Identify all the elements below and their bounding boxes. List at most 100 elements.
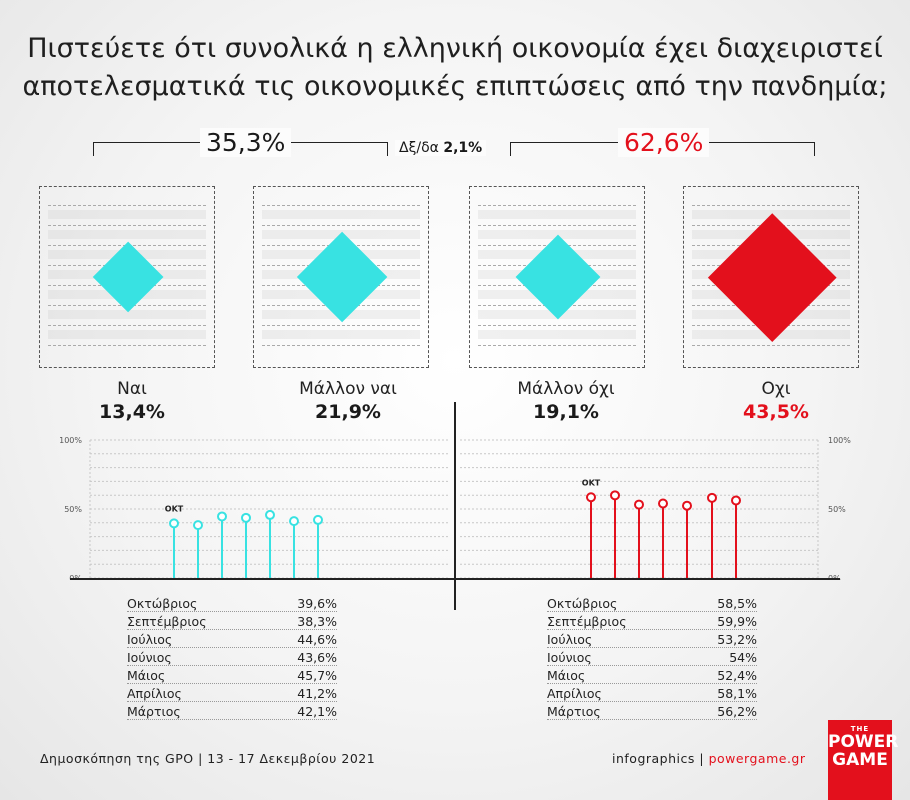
month-value: 44,6% (297, 632, 337, 647)
month-label: Οκτώβριος (547, 596, 617, 611)
category-label: Οχι (676, 379, 876, 399)
month-label: Απρίλιος (127, 686, 182, 701)
month-label: Μάιος (127, 668, 165, 683)
table-row: Ιούλιος 44,6% (127, 630, 337, 648)
table-row: Μάρτιος 56,2% (547, 702, 757, 720)
marker-label: ΟΚΤ (582, 478, 601, 487)
grid-line (692, 345, 850, 346)
month-label: Μάρτιος (127, 704, 181, 719)
month-value: 52,4% (717, 668, 757, 683)
dk-value: 2,1% (443, 140, 482, 156)
table-row: Απρίλιος 41,2% (127, 684, 337, 702)
grid-line (478, 205, 636, 206)
grid-band (478, 330, 636, 339)
grid-band (48, 330, 206, 339)
diamond-box (39, 186, 215, 368)
table-row: Μάιος 52,4% (547, 666, 757, 684)
lollipop-point (314, 516, 322, 524)
lollipop-point (635, 501, 643, 509)
diamond-box (253, 186, 429, 368)
grid-line (48, 225, 206, 226)
month-label: Ιούνιος (127, 650, 172, 665)
title-line-2: αποτελεσματικά τις οικονομικές επιπτώσει… (0, 68, 910, 106)
grid-band (478, 210, 636, 219)
footer-credit: infographics | powergame.gr (612, 751, 806, 766)
grid-line (262, 325, 420, 326)
month-value: 58,5% (717, 596, 757, 611)
month-value: 45,7% (297, 668, 337, 683)
no-monthly-table: Οκτώβριος 58,5% Σεπτέμβριος 59,9% Ιούλιος 53,… (547, 594, 757, 720)
category-label: Μάλλον όχι (466, 379, 666, 399)
category-label: Ναι (32, 379, 232, 399)
table-row: Απρίλιος 58,1% (547, 684, 757, 702)
logo-word-1: POWER (828, 733, 892, 751)
grid-line (48, 325, 206, 326)
category-label: Μάλλον ναι (248, 379, 448, 399)
lollipop-point (266, 511, 274, 519)
grid-band (48, 210, 206, 219)
month-value: 53,2% (717, 632, 757, 647)
credit-site: powergame.gr (709, 751, 806, 766)
month-value: 58,1% (717, 686, 757, 701)
month-label: Μάιος (547, 668, 585, 683)
month-value: 43,6% (297, 650, 337, 665)
lollipop-point (659, 499, 667, 507)
grid-line (478, 345, 636, 346)
category-value: 43,5% (676, 401, 876, 423)
table-row: Μάρτιος 42,1% (127, 702, 337, 720)
lollipop-point (290, 517, 298, 525)
month-label: Ιούνιος (547, 650, 592, 665)
table-row: Οκτώβριος 58,5% (547, 594, 757, 612)
lollipop-point (218, 512, 226, 520)
lollipop-point (611, 491, 619, 499)
title-line-1: Πιστεύετε ότι συνολικά η ελληνική οικονο… (0, 30, 910, 68)
month-value: 59,9% (717, 614, 757, 629)
grid-band (262, 210, 420, 219)
grid-band (262, 330, 420, 339)
power-game-logo: THE POWER GAME (828, 720, 892, 800)
dk-total: Δξ/δα 2,1% (395, 140, 486, 156)
month-value: 38,3% (297, 614, 337, 629)
month-value: 42,1% (297, 704, 337, 719)
lollipop-point (683, 502, 691, 510)
y-tick-label: 50% (64, 505, 82, 514)
grid-line (262, 345, 420, 346)
grid-line (262, 205, 420, 206)
diamond-box (683, 186, 859, 368)
y-tick-label: 100% (59, 436, 82, 445)
month-label: Μάρτιος (547, 704, 601, 719)
yes-monthly-table: Οκτώβριος 39,6% Σεπτέμβριος 38,3% Ιούλιος 44,… (127, 594, 337, 720)
grid-line (478, 325, 636, 326)
chart-title: Πιστεύετε ότι συνολικά η ελληνική οικονο… (0, 30, 910, 106)
credit-prefix: infographics | (612, 751, 709, 766)
table-row: Ιούνιος 54% (547, 648, 757, 666)
category-value: 13,4% (32, 401, 232, 423)
horizontal-divider (70, 578, 840, 580)
grid-line (692, 205, 850, 206)
yes-total: 35,3% (200, 128, 291, 157)
table-row: Ιούνιος 43,6% (127, 648, 337, 666)
month-label: Οκτώβριος (127, 596, 197, 611)
grid-line (48, 345, 206, 346)
category-value: 19,1% (466, 401, 666, 423)
lollipop-point (242, 514, 250, 522)
y-tick-label: 100% (828, 436, 851, 445)
footer-source: Δημοσκόπηση της GPO | 13 - 17 Δεκεμβρίου… (40, 751, 375, 766)
month-value: 54% (729, 650, 757, 665)
month-label: Ιούλιος (127, 632, 172, 647)
dk-label: Δξ/δα (399, 140, 439, 156)
table-row: Σεπτέμβριος 38,3% (127, 612, 337, 630)
month-label: Απρίλιος (547, 686, 602, 701)
grid-line (262, 225, 420, 226)
month-value: 39,6% (297, 596, 337, 611)
table-row: Ιούλιος 53,2% (547, 630, 757, 648)
lollipop-point (708, 494, 716, 502)
month-label: Σεπτέμβριος (547, 614, 627, 629)
month-value: 56,2% (717, 704, 757, 719)
month-label: Ιούλιος (547, 632, 592, 647)
lollipop-point (732, 496, 740, 504)
category-value: 21,9% (248, 401, 448, 423)
diamond-box (469, 186, 645, 368)
month-value: 41,2% (297, 686, 337, 701)
logo-word-2: GAME (828, 751, 892, 769)
